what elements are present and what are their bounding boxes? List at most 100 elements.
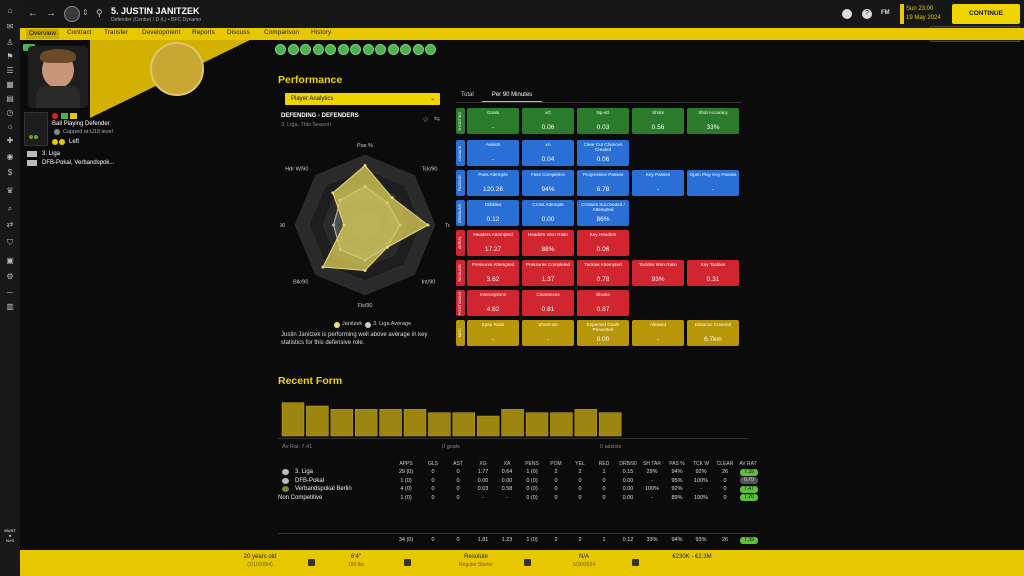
nav-discuss[interactable]: Discuss	[227, 29, 250, 36]
form-bar[interactable]	[354, 409, 378, 437]
stat-cell[interactable]: Cross Attempts 0.00	[522, 200, 574, 226]
stats-header[interactable]: XG	[479, 461, 487, 467]
stats-header[interactable]: POM	[550, 461, 562, 467]
dynamics-icon[interactable]: ⚑	[6, 52, 14, 61]
tackling-icon[interactable]	[300, 44, 311, 55]
stats-header[interactable]: DRB/90	[619, 461, 637, 467]
star-icon[interactable]	[325, 44, 336, 55]
analytics-dropdown[interactable]: Player Analytics ⌄	[285, 93, 440, 105]
nav-transfer[interactable]: Transfer	[104, 29, 128, 36]
stat-cell[interactable]: Np-xG 0.03	[577, 108, 629, 134]
nav-development[interactable]: Development	[142, 29, 181, 36]
form-bar[interactable]	[330, 409, 354, 437]
pitch-icon[interactable]: ─	[7, 288, 13, 297]
form-bar[interactable]	[428, 412, 451, 437]
footer-height[interactable]: 6'4" 180 lbs	[311, 554, 401, 568]
staff-icon[interactable]: ☰	[6, 66, 14, 75]
stamina-icon[interactable]	[387, 44, 399, 55]
stats-header[interactable]: GLS	[427, 461, 438, 467]
finances-icon[interactable]: $	[7, 168, 13, 177]
stat-cell[interactable]: Shot Accuracy 33%	[687, 108, 739, 134]
lab-icon[interactable]	[425, 44, 436, 55]
nav-history[interactable]: History	[311, 29, 332, 36]
footer-age[interactable]: 20 years old (2/10/2004)	[215, 554, 305, 568]
swap-icon[interactable]: ⇆	[434, 116, 440, 123]
stats-header[interactable]: RED	[598, 461, 610, 467]
club-info-icon[interactable]: ⛉	[7, 238, 13, 247]
data-hub-icon[interactable]: ▤	[6, 94, 14, 103]
stat-cell[interactable]: Tackles Attempted 0.78	[577, 260, 629, 286]
fm-menu[interactable]: FM	[881, 10, 890, 16]
dev-centre-icon[interactable]: ⚙	[6, 272, 14, 281]
stat-cell[interactable]: Dribbles 0.12	[467, 200, 519, 226]
stat-cell[interactable]: Pass Completion 94%	[522, 170, 574, 196]
stat-cell[interactable]: Shortcuts -	[522, 320, 574, 346]
stat-cell[interactable]: Pass Attempts 120.26	[467, 170, 519, 196]
stat-cell[interactable]: Key Headers 0.06	[577, 230, 629, 256]
nav-overview[interactable]: Overview	[26, 29, 60, 39]
stat-cell[interactable]: Shots 0.56	[632, 108, 684, 134]
continue-button[interactable]: CONTINUE	[952, 4, 1020, 24]
stat-cell[interactable]: Expected Goals Prevented 0.00	[577, 320, 629, 346]
stat-cell[interactable]: Goals -	[467, 108, 519, 134]
stats-header[interactable]: APPS	[399, 461, 413, 467]
heading-icon[interactable]	[362, 44, 374, 55]
trophy-icon[interactable]: ♛	[6, 186, 14, 195]
stat-cell[interactable]: Crosses Succeeded / Attempted 86%	[577, 200, 629, 226]
stats-header[interactable]: AST	[453, 461, 463, 467]
squad-icon[interactable]: ♙	[6, 38, 14, 47]
stat-cell[interactable]: xA 0.04	[522, 140, 574, 166]
stat-cell[interactable]: Span Ratio -	[467, 320, 519, 346]
report-icon[interactable]: ▥	[6, 302, 14, 311]
transfers-icon[interactable]: ⇄	[6, 220, 14, 229]
inbox-icon[interactable]: ✉	[6, 22, 14, 31]
stats-row-name[interactable]: 3. Liga	[295, 469, 314, 475]
passing-icon[interactable]	[287, 44, 299, 55]
stat-cell[interactable]: Allowed -	[632, 320, 684, 346]
search-icon[interactable]: ⚲	[96, 8, 103, 18]
stats-header[interactable]: TCK W	[692, 461, 710, 467]
stat-cell[interactable]: Clearances 0.81	[522, 290, 574, 316]
tactics-icon[interactable]: ▦	[6, 80, 14, 89]
stat-cell[interactable]: Pressures Completed 1.37	[522, 260, 574, 286]
speed-icon[interactable]	[312, 44, 324, 55]
back-icon[interactable]: ←	[28, 8, 38, 19]
nav-comparison[interactable]: Comparison	[264, 29, 300, 36]
stat-cell[interactable]: Progressive Passes 6.78	[577, 170, 629, 196]
stats-header[interactable]: CLEAR	[716, 461, 734, 467]
home-icon[interactable]: ⌂	[7, 6, 13, 15]
stat-cell[interactable]: Blocks 0.87	[577, 290, 629, 316]
schedule-icon[interactable]: ◷	[6, 108, 14, 117]
form-bar[interactable]	[476, 415, 500, 437]
form-bar[interactable]	[403, 409, 427, 437]
stat-cell[interactable]: Interceptions 4.62	[467, 290, 519, 316]
form-bar[interactable]	[574, 409, 598, 437]
brain-icon[interactable]	[275, 44, 286, 55]
form-bar[interactable]	[379, 409, 402, 437]
form-bar[interactable]	[525, 412, 549, 437]
form-bar[interactable]	[452, 412, 476, 437]
tab-total[interactable]: Total	[461, 92, 474, 98]
competitions-icon[interactable]: ▣	[6, 256, 14, 265]
medical-icon[interactable]: ✚	[6, 136, 14, 145]
club-vision-icon[interactable]: ◉	[6, 152, 14, 161]
stats-row-name[interactable]: Non Competitive	[278, 494, 323, 501]
stats-header[interactable]: XA	[503, 461, 511, 467]
stats-header[interactable]: AV RAT	[739, 461, 757, 467]
tab-per90[interactable]: Per 90 Minutes	[482, 91, 542, 102]
form-bar[interactable]	[598, 412, 622, 437]
stat-cell[interactable]: Open Play Key Passes -	[687, 170, 739, 196]
boot-icon[interactable]	[375, 44, 386, 55]
target-icon[interactable]	[350, 44, 361, 55]
form-bar[interactable]	[501, 409, 524, 437]
training-icon[interactable]: ☼	[6, 122, 14, 131]
forward-icon[interactable]: →	[46, 8, 56, 19]
form-bar[interactable]	[281, 402, 305, 437]
footer-contract[interactable]: N/A 6/30/2024	[539, 554, 629, 568]
stats-header[interactable]: SH TAR	[643, 461, 661, 467]
stats-header[interactable]: YEL	[575, 461, 585, 467]
form-bar[interactable]	[550, 412, 573, 437]
manager-icon[interactable]	[842, 9, 852, 19]
club-crest-icon[interactable]	[64, 6, 80, 22]
stat-cell[interactable]: Headers Won Ratio 88%	[522, 230, 574, 256]
